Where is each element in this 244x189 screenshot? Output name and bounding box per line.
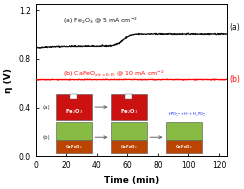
Text: CaFeO$_x$: CaFeO$_x$: [120, 143, 138, 151]
Text: HPO$_4^{2-}$+H$^+$+ H$_2$PO$_4^-$: HPO$_4^{2-}$+H$^+$+ H$_2$PO$_4^-$: [168, 110, 206, 119]
Bar: [166, 140, 202, 153]
Text: (b): (b): [42, 135, 50, 140]
Text: Fe$_2$O$_3$: Fe$_2$O$_3$: [120, 107, 138, 115]
Text: CaFeO$_x$: CaFeO$_x$: [65, 143, 83, 151]
Bar: [111, 94, 147, 120]
Text: (b): (b): [229, 75, 240, 84]
Y-axis label: η (V): η (V): [4, 68, 13, 93]
Bar: [56, 94, 92, 120]
Text: Fe$_2$O$_3$: Fe$_2$O$_3$: [65, 107, 83, 115]
Text: (a): (a): [42, 105, 50, 110]
Text: (b) CaFeO$_{x(r=0.6)}$ @ 10 mA cm$^{-2}$: (b) CaFeO$_{x(r=0.6)}$ @ 10 mA cm$^{-2}$: [63, 69, 165, 78]
Bar: [166, 122, 202, 140]
Bar: [111, 122, 147, 140]
Bar: [56, 140, 92, 153]
Bar: [70, 94, 77, 98]
Bar: [56, 122, 92, 140]
Bar: [111, 140, 147, 153]
X-axis label: Time (min): Time (min): [103, 176, 159, 185]
Text: (a) Fe$_2$O$_3$ @ 5 mA cm$^{-2}$: (a) Fe$_2$O$_3$ @ 5 mA cm$^{-2}$: [63, 16, 138, 26]
Bar: [124, 94, 132, 98]
Text: (a): (a): [229, 23, 240, 33]
Text: CaFeO$_x$: CaFeO$_x$: [175, 143, 193, 151]
